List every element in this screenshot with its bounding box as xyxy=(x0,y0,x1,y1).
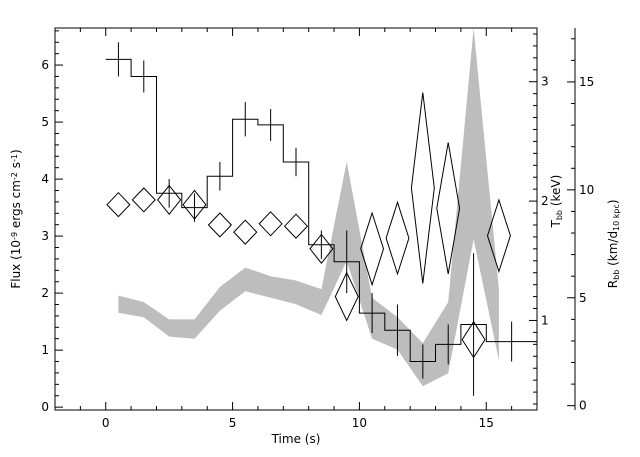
tbb-diamond-13 xyxy=(436,142,461,274)
tbb-tick-label: 1 xyxy=(541,313,549,327)
rbb-axis-label-part: R xyxy=(606,280,620,288)
rbb-axis-label-part: (km/d xyxy=(606,231,620,270)
rbb-band-layer xyxy=(118,28,499,387)
tbb-diamond-5 xyxy=(233,219,258,245)
tbb-diamond-11 xyxy=(385,200,410,276)
rbb-tick-label: 5 xyxy=(579,291,587,305)
flux-tick-label: 6 xyxy=(41,58,49,72)
flux-tick-label: 1 xyxy=(41,343,49,357)
tbb-diamond-4 xyxy=(207,212,232,238)
flux-tick-label: 0 xyxy=(41,400,49,414)
flux-axis-label: Flux (10-9 ergs cm-2 s-1) xyxy=(9,149,23,288)
tbb-diamond-9 xyxy=(334,271,359,322)
rbb-axis-label: Rbb (km/d10 kpc) xyxy=(606,199,621,288)
flux-axis-label-part: ) xyxy=(9,149,23,154)
flux-histogram xyxy=(105,58,537,362)
flux-tick-label: 5 xyxy=(41,115,49,129)
rbb-tick-label: 15 xyxy=(579,75,594,89)
flux-axis-label-part: ergs cm xyxy=(9,180,23,232)
tbb-axis-label-part: bb xyxy=(555,210,564,220)
tbb-diamond-12 xyxy=(410,92,435,284)
rbb-band xyxy=(118,28,499,387)
rbb-axis-label-part: bb xyxy=(612,270,621,280)
tbb-diamond-10 xyxy=(360,211,385,287)
tbb-diamond-7 xyxy=(283,213,309,239)
x-tick-label: 0 xyxy=(102,416,110,430)
x-tick-label: 5 xyxy=(229,416,237,430)
flux-tick-label: 3 xyxy=(41,229,49,243)
tbb-diamond-0 xyxy=(106,191,131,218)
flux-axis-label-part: Flux (10 xyxy=(9,240,23,289)
flux-axis-label-part: s xyxy=(9,162,23,172)
flux-tick-label: 4 xyxy=(41,172,49,186)
rbb-axis-label-part: ) xyxy=(606,199,620,204)
tick-layer: 0 5 10 15 0 1 2 3 4 5 6 1 2 3 0 5 10 15 xyxy=(41,28,594,430)
tbb-diamond-2 xyxy=(157,184,182,215)
flux-axis-label-part: -1 xyxy=(10,154,19,162)
plot-frame xyxy=(54,27,538,411)
tbb-axis-label-part: T xyxy=(549,219,563,228)
tbb-diamond-layer xyxy=(106,92,511,359)
flux-axis-label-part: -9 xyxy=(10,232,19,240)
tbb-diamond-1 xyxy=(131,187,156,213)
x-axis-label: Time (s) xyxy=(271,432,321,446)
tbb-axis-label-part: (keV) xyxy=(549,175,563,210)
label-layer: Time (s) Flux (10-9 ergs cm-2 s-1) Tbb (ke… xyxy=(9,149,621,446)
x-tick-label: 15 xyxy=(479,416,494,430)
tbb-tick-label: 3 xyxy=(541,75,549,89)
tbb-axis-label: Tbb (keV) xyxy=(549,175,564,229)
tbb-diamond-6 xyxy=(258,211,283,237)
flux-histogram-layer xyxy=(105,42,537,396)
rbb-axis-label-part: 10 kpc xyxy=(612,204,621,231)
tbb-diamond-15 xyxy=(486,198,511,274)
x-tick-label: 10 xyxy=(352,416,367,430)
tbb-diamond-8 xyxy=(309,233,334,265)
rbb-tick-label: 10 xyxy=(579,183,594,197)
tbb-tick-label: 2 xyxy=(541,194,549,208)
flux-axis-label-part: -2 xyxy=(10,172,19,180)
rbb-tick-label: 0 xyxy=(579,399,587,413)
flux-tick-label: 2 xyxy=(41,286,49,300)
